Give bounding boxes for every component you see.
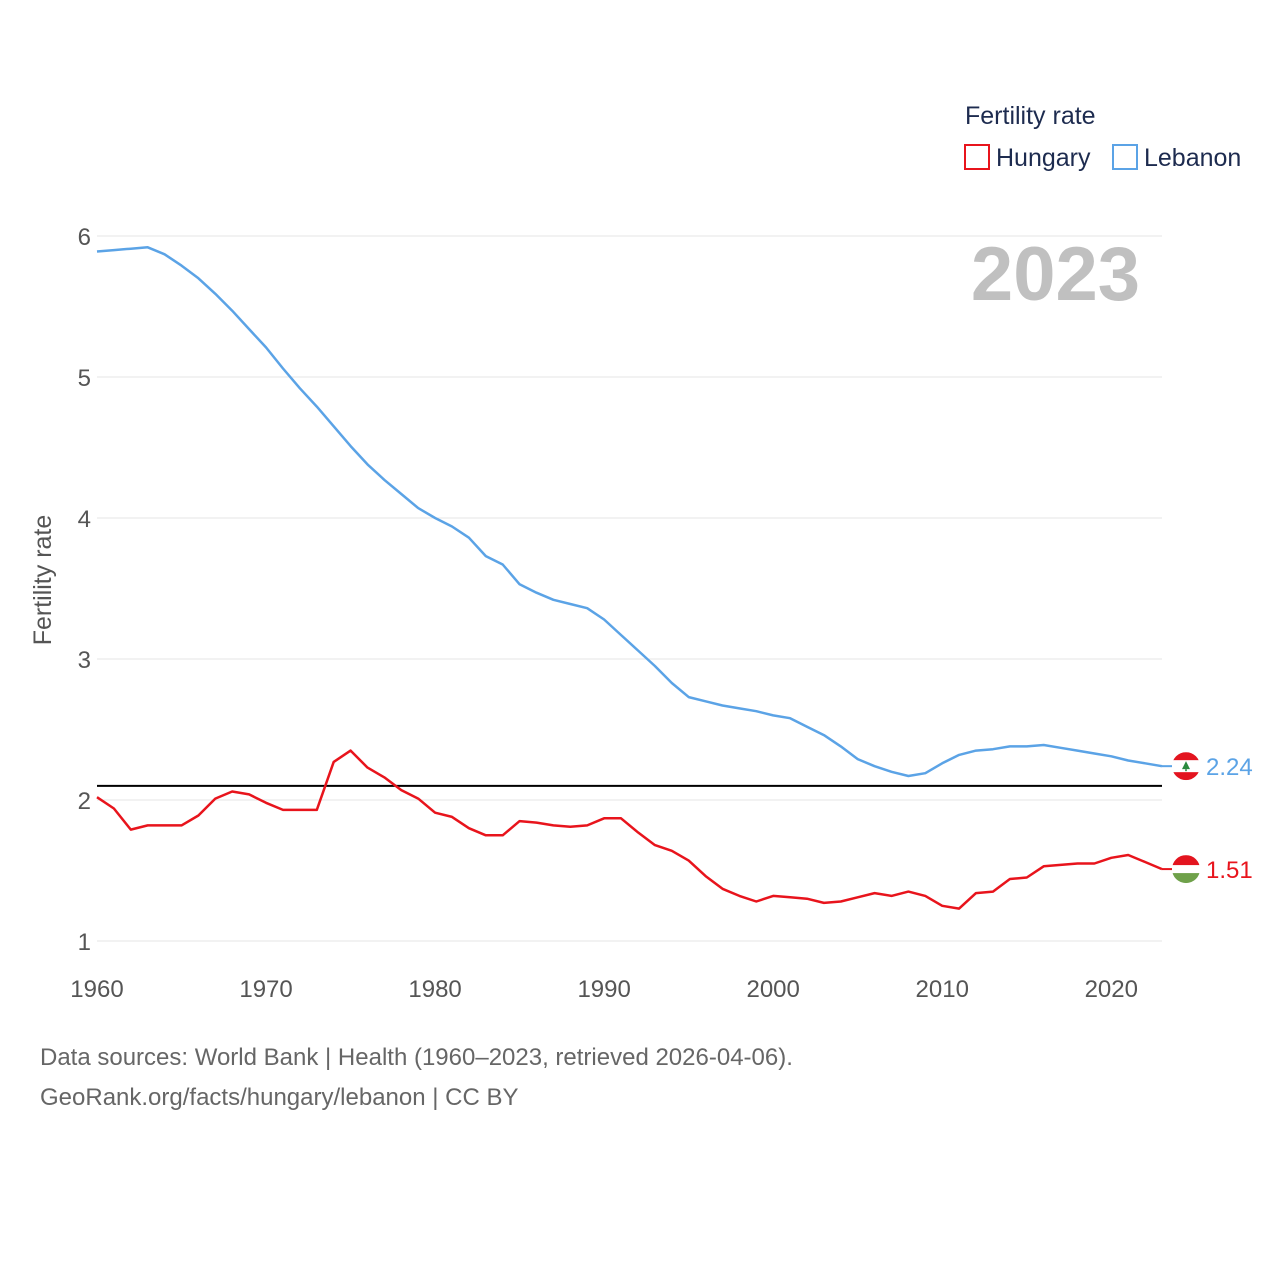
end-value-lebanon: 2.24 (1206, 754, 1253, 781)
x-tick-label: 1990 (577, 976, 630, 1003)
series-line-lebanon[interactable] (96, 246, 1163, 778)
x-tick-label: 1980 (408, 976, 461, 1003)
x-tick-label: 1970 (239, 976, 292, 1003)
legend-swatch-lebanon[interactable] (1112, 144, 1138, 170)
legend-title: Fertility rate (965, 102, 1096, 130)
y-tick-label: 3 (78, 647, 91, 674)
x-axis-ticks: 1960 1970 1980 1990 2000 2010 2020 (70, 976, 1138, 1003)
footer-sources: Data sources: World Bank | Health (1960–… (40, 1044, 793, 1071)
x-tick-label: 2000 (746, 976, 799, 1003)
y-tick-label: 1 (78, 929, 91, 956)
series-line-hungary[interactable] (96, 749, 1163, 910)
y-tick-label: 6 (78, 224, 91, 251)
x-tick-label: 2020 (1085, 976, 1138, 1003)
y-tick-label: 4 (78, 506, 91, 533)
y-axis-title: Fertility rate (29, 515, 57, 646)
x-tick-label: 1960 (70, 976, 123, 1003)
y-axis-ticks: 1 2 3 4 5 6 (78, 224, 91, 956)
y-tick-label: 5 (78, 365, 91, 392)
legend-label-hungary[interactable]: Hungary (996, 144, 1091, 172)
year-label: 2023 (971, 232, 1140, 317)
end-value-hungary: 1.51 (1206, 857, 1253, 884)
legend-label-lebanon[interactable]: Lebanon (1144, 144, 1241, 172)
legend-swatch-hungary[interactable] (964, 144, 990, 170)
hungary-flag-icon (1172, 855, 1200, 884)
legend: Fertility rate Hungary Lebanon (964, 102, 1241, 172)
gridlines (97, 235, 1162, 942)
footer-credit[interactable]: GeoRank.org/facts/hungary/lebanon | CC B… (40, 1084, 519, 1111)
x-tick-label: 2010 (916, 976, 969, 1003)
lebanon-flag-icon (1172, 752, 1200, 781)
y-tick-label: 2 (78, 788, 91, 815)
